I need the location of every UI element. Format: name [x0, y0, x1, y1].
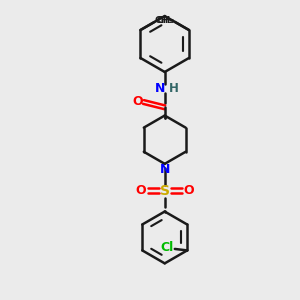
Text: Cl: Cl: [160, 241, 173, 254]
Text: O: O: [136, 184, 146, 197]
Text: H: H: [169, 82, 179, 95]
Text: CH₃: CH₃: [157, 16, 175, 25]
Text: S: S: [160, 184, 170, 198]
Text: N: N: [160, 163, 170, 176]
Text: N: N: [155, 82, 166, 95]
Text: O: O: [183, 184, 194, 197]
Text: O: O: [132, 95, 143, 108]
Text: CH₃: CH₃: [154, 16, 172, 25]
